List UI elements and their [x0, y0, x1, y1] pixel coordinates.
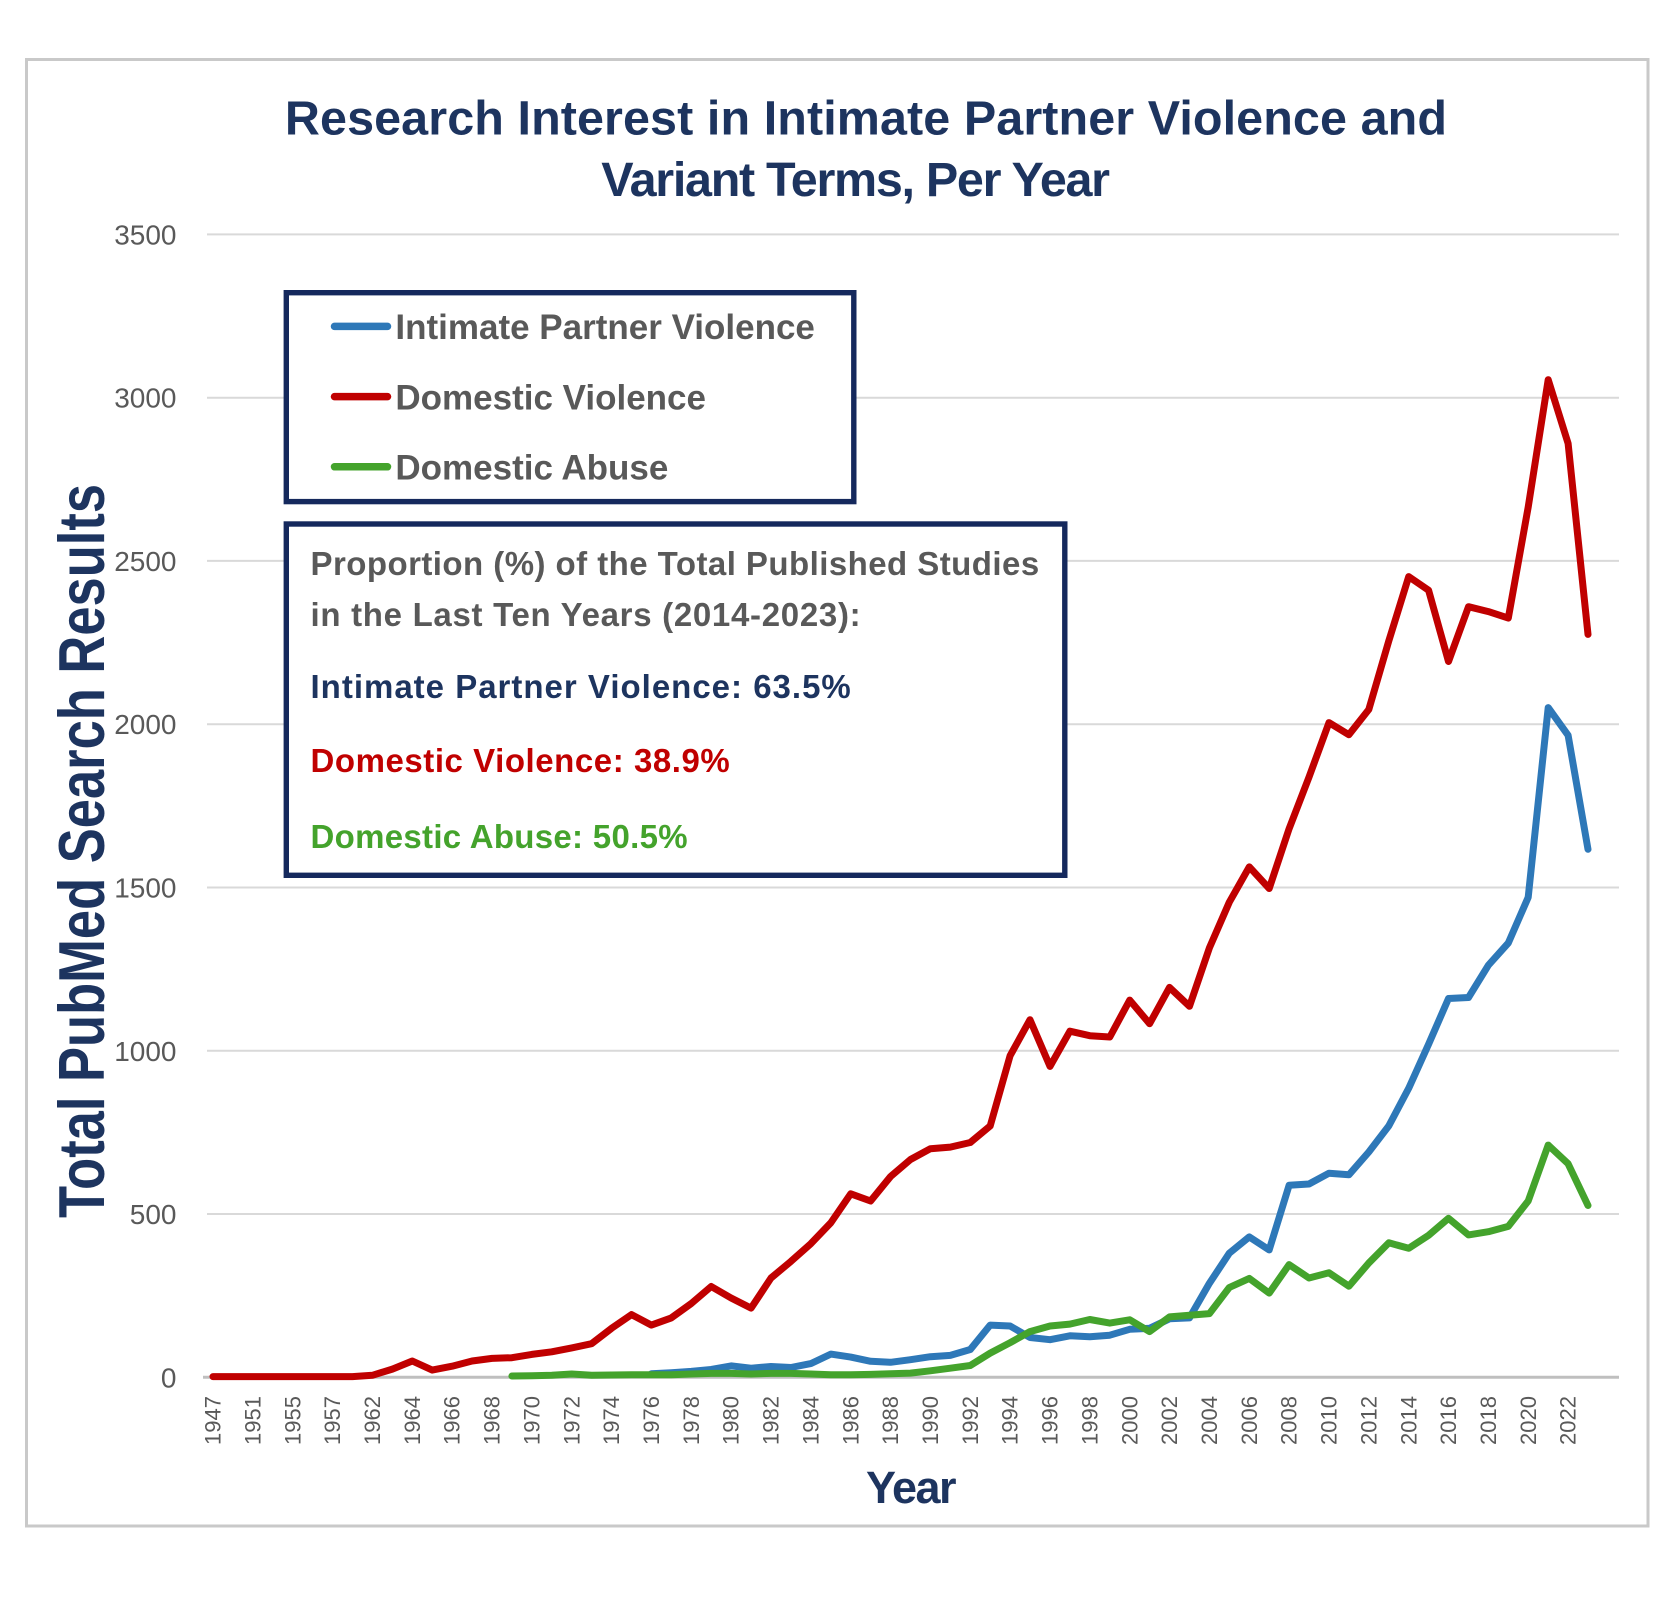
svg-text:Variant Terms, Per Year: Variant Terms, Per Year [601, 153, 1110, 207]
svg-text:Intimate Partner Violence: 63.: Intimate Partner Violence: 63.5% [311, 668, 852, 705]
svg-text:1990: 1990 [918, 1396, 943, 1445]
svg-text:1957: 1957 [320, 1396, 345, 1445]
svg-text:Proportion (%) of the Total Pu: Proportion (%) of the Total Published St… [311, 545, 1040, 582]
svg-text:Domestic Violence: Domestic Violence [395, 378, 706, 417]
svg-text:Total PubMed Search Results: Total PubMed Search Results [46, 484, 119, 1218]
svg-text:Domestic Abuse: 50.5%: Domestic Abuse: 50.5% [311, 818, 688, 855]
svg-text:1996: 1996 [1038, 1396, 1063, 1445]
svg-text:Domestic Violence: 38.9%: Domestic Violence: 38.9% [311, 742, 731, 779]
svg-text:1980: 1980 [719, 1396, 744, 1445]
svg-text:2010: 2010 [1317, 1396, 1342, 1445]
svg-text:1968: 1968 [480, 1396, 505, 1445]
svg-text:2012: 2012 [1356, 1396, 1381, 1445]
svg-text:2500: 2500 [114, 546, 176, 577]
svg-text:2002: 2002 [1157, 1396, 1182, 1445]
svg-text:3500: 3500 [114, 219, 176, 250]
svg-text:Domestic Abuse: Domestic Abuse [395, 449, 668, 488]
svg-text:2016: 2016 [1436, 1396, 1461, 1445]
svg-text:2022: 2022 [1556, 1396, 1581, 1445]
svg-text:2004: 2004 [1197, 1396, 1222, 1445]
svg-text:1000: 1000 [114, 1036, 176, 1067]
svg-text:2008: 2008 [1277, 1396, 1302, 1445]
svg-text:0: 0 [161, 1362, 177, 1393]
svg-text:1998: 1998 [1077, 1396, 1102, 1445]
svg-text:1947: 1947 [201, 1396, 226, 1445]
svg-text:2020: 2020 [1516, 1396, 1541, 1445]
svg-text:2000: 2000 [114, 709, 176, 740]
svg-text:1964: 1964 [400, 1396, 425, 1445]
svg-text:3000: 3000 [114, 383, 176, 414]
svg-text:2006: 2006 [1237, 1396, 1262, 1445]
svg-text:1974: 1974 [599, 1396, 624, 1445]
svg-text:Intimate Partner Violence: Intimate Partner Violence [395, 308, 815, 347]
svg-text:1972: 1972 [559, 1396, 584, 1445]
svg-text:1978: 1978 [679, 1396, 704, 1445]
svg-text:2000: 2000 [1117, 1396, 1142, 1445]
svg-text:1992: 1992 [958, 1396, 983, 1445]
svg-text:1970: 1970 [519, 1396, 544, 1445]
svg-text:1976: 1976 [639, 1396, 664, 1445]
svg-text:1988: 1988 [878, 1396, 903, 1445]
svg-text:1982: 1982 [759, 1396, 784, 1445]
svg-text:1951: 1951 [241, 1396, 266, 1445]
svg-text:1984: 1984 [798, 1396, 823, 1445]
svg-text:1966: 1966 [440, 1396, 465, 1445]
svg-text:1986: 1986 [838, 1396, 863, 1445]
svg-text:1962: 1962 [360, 1396, 385, 1445]
svg-text:Research Interest in Intimate: Research Interest in Intimate Partner Vi… [285, 92, 1447, 146]
svg-text:1994: 1994 [998, 1396, 1023, 1445]
svg-text:2018: 2018 [1476, 1396, 1501, 1445]
svg-text:1955: 1955 [280, 1396, 305, 1445]
svg-text:500: 500 [130, 1199, 177, 1230]
svg-text:Year: Year [866, 1462, 956, 1513]
svg-text:2014: 2014 [1396, 1396, 1421, 1445]
svg-text:in the Last Ten Years (2014-20: in the Last Ten Years (2014-2023): [311, 596, 862, 633]
svg-text:1500: 1500 [114, 873, 176, 904]
